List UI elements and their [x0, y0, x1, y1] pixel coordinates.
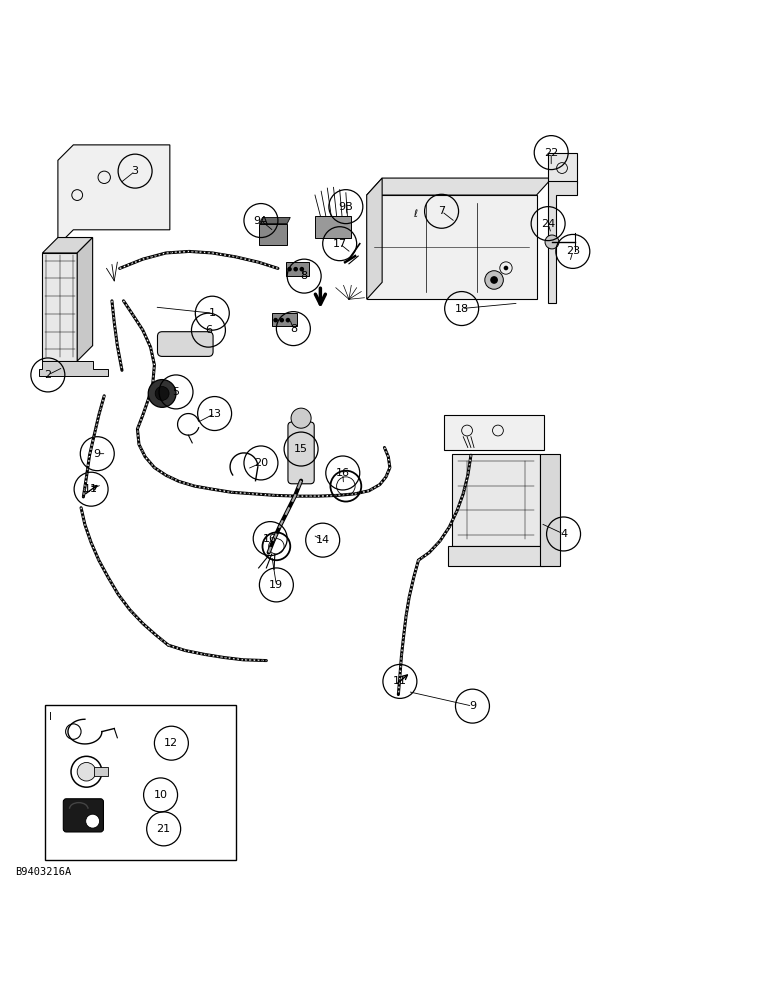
Text: 9A: 9A	[253, 216, 269, 226]
Polygon shape	[42, 238, 93, 253]
Text: 10: 10	[154, 790, 168, 800]
Text: 16: 16	[336, 468, 350, 478]
Text: 8: 8	[290, 324, 297, 334]
Text: 20: 20	[254, 458, 268, 468]
Text: 6: 6	[205, 325, 212, 335]
Text: 2: 2	[44, 370, 52, 380]
Text: 21: 21	[157, 824, 171, 834]
Polygon shape	[548, 181, 577, 303]
Text: 5: 5	[172, 387, 180, 397]
Polygon shape	[444, 415, 544, 450]
Text: 3: 3	[131, 166, 139, 176]
Polygon shape	[42, 253, 77, 361]
Text: 24: 24	[541, 219, 555, 229]
Circle shape	[485, 271, 503, 289]
Text: 16: 16	[263, 534, 277, 544]
Text: 12: 12	[164, 738, 178, 748]
Text: 9: 9	[93, 449, 101, 459]
Text: 8: 8	[300, 271, 308, 281]
Polygon shape	[540, 454, 560, 566]
FancyBboxPatch shape	[94, 767, 108, 776]
Polygon shape	[367, 195, 537, 299]
Text: 17: 17	[333, 239, 347, 249]
Text: 4: 4	[560, 529, 567, 539]
FancyBboxPatch shape	[63, 799, 103, 832]
Polygon shape	[77, 238, 93, 361]
Circle shape	[279, 318, 284, 322]
Polygon shape	[39, 361, 108, 376]
Circle shape	[287, 267, 292, 271]
Text: 1: 1	[208, 308, 216, 318]
Polygon shape	[367, 178, 552, 195]
Text: 14: 14	[316, 535, 330, 545]
Polygon shape	[315, 216, 351, 238]
Text: 13: 13	[208, 409, 222, 419]
Circle shape	[286, 318, 290, 322]
Text: 11: 11	[393, 676, 407, 686]
Circle shape	[148, 380, 176, 407]
Circle shape	[545, 235, 559, 249]
Polygon shape	[548, 153, 577, 183]
Text: I: I	[49, 712, 52, 722]
Polygon shape	[272, 313, 297, 326]
Text: 7: 7	[438, 206, 445, 216]
Polygon shape	[452, 454, 540, 546]
Polygon shape	[259, 224, 287, 245]
Text: 15: 15	[294, 444, 308, 454]
Text: 22: 22	[544, 148, 558, 158]
Polygon shape	[58, 145, 170, 245]
Circle shape	[490, 276, 498, 284]
Polygon shape	[448, 546, 544, 566]
Text: ℓ: ℓ	[413, 209, 417, 219]
Text: 9B: 9B	[338, 202, 354, 212]
FancyBboxPatch shape	[288, 422, 314, 484]
Text: B9403216A: B9403216A	[15, 867, 72, 877]
Circle shape	[155, 387, 169, 400]
FancyBboxPatch shape	[157, 332, 213, 356]
Text: 9: 9	[469, 701, 476, 711]
Circle shape	[293, 267, 298, 271]
Polygon shape	[367, 178, 382, 299]
Text: 11: 11	[84, 484, 98, 494]
Circle shape	[503, 266, 508, 270]
FancyBboxPatch shape	[45, 705, 236, 860]
Circle shape	[273, 318, 278, 322]
Circle shape	[77, 762, 96, 781]
Circle shape	[86, 814, 100, 828]
Polygon shape	[259, 217, 290, 224]
Circle shape	[300, 267, 304, 271]
Text: 23: 23	[566, 246, 580, 256]
Polygon shape	[286, 262, 309, 276]
Text: 19: 19	[269, 580, 283, 590]
Circle shape	[291, 408, 311, 428]
Text: 18: 18	[455, 304, 469, 314]
